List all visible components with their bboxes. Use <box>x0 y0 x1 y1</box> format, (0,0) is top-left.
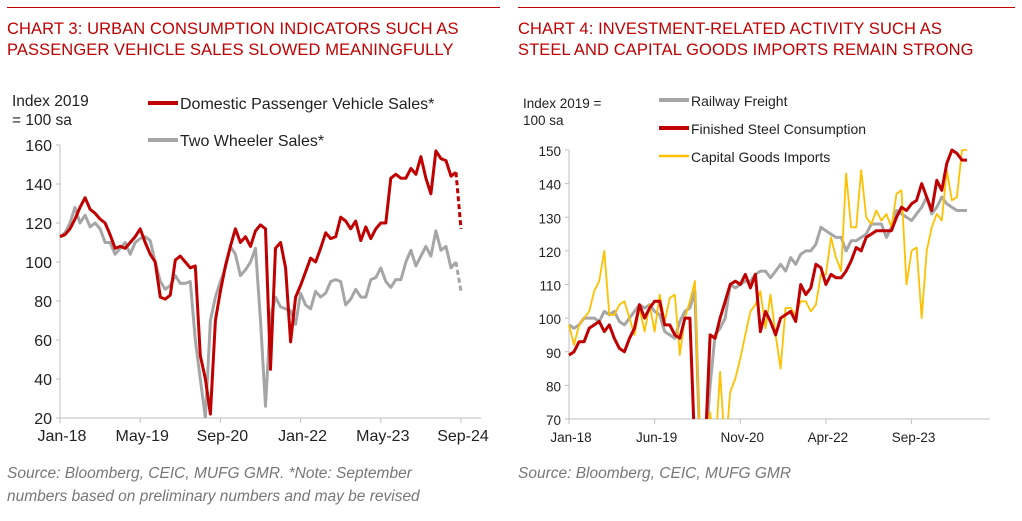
x-tick-label: Apr-22 <box>808 430 849 445</box>
y-tick-label: 20 <box>34 411 52 428</box>
y-tick-label: 130 <box>538 211 561 226</box>
series-line-railway-freight <box>568 195 967 419</box>
chart-3-source: Source: Bloomberg, CEIC, MUFG GMR. *Note… <box>7 462 420 508</box>
chart-4-title-line-1: CHART 4: INVESTMENT-RELATED ACTIVITY SUC… <box>518 20 943 38</box>
x-tick-label: May-23 <box>356 428 409 445</box>
x-tick-label: Sep-20 <box>197 428 249 445</box>
y-tick-label: 90 <box>546 346 561 361</box>
legend-label: Capital Goods Imports <box>691 149 830 165</box>
chart-3-source-line-2: numbers based on preliminary numbers and… <box>7 488 420 505</box>
y-tick-label: 140 <box>25 177 52 194</box>
y-axis-title: Index 2019 <box>12 93 89 110</box>
y-tick-label: 70 <box>546 413 561 428</box>
y-tick-label: 80 <box>34 294 52 311</box>
chart-3-panel: CHART 3: URBAN CONSUMPTION INDICATORS SU… <box>7 0 500 521</box>
y-tick-label: 120 <box>538 245 561 260</box>
chart-4-panel: CHART 4: INVESTMENT-RELATED ACTIVITY SUC… <box>518 0 1015 521</box>
title-rule <box>7 7 500 8</box>
y-tick-label: 120 <box>25 216 52 233</box>
series-line-two-wheeler-sales- <box>59 205 458 418</box>
x-tick-label: Nov-20 <box>721 430 765 445</box>
y-tick-label: 40 <box>34 372 52 389</box>
title-rule <box>518 7 1015 8</box>
x-tick-label: Sep-23 <box>892 430 936 445</box>
series-line-finished-steel-consumption <box>568 148 967 419</box>
chart-3-title-line-2: PASSENGER VEHICLE SALES SLOWED MEANINGFU… <box>7 41 454 59</box>
x-tick-label: Sep-24 <box>437 428 489 445</box>
series-estimate-segment <box>454 172 463 229</box>
legend-label: Domestic Passenger Vehicle Sales* <box>180 96 434 113</box>
y-axis-title: 100 sa <box>523 113 564 128</box>
chart-4-source: Source: Bloomberg, CEIC, MUFG GMR <box>518 462 791 485</box>
chart-4-source-line-1: Source: Bloomberg, CEIC, MUFG GMR <box>518 465 792 482</box>
x-tick-label: May-19 <box>116 428 169 445</box>
series-line-domestic-passenger-vehicle-sales- <box>59 149 457 416</box>
y-tick-label: 100 <box>25 255 52 272</box>
series-line-capital-goods-imports <box>568 149 967 419</box>
chart-3-title: CHART 3: URBAN CONSUMPTION INDICATORS SU… <box>7 19 459 61</box>
y-axis-title: Index 2019 = <box>523 96 602 111</box>
legend-label: Railway Freight <box>691 93 788 109</box>
legend-label: Finished Steel Consumption <box>691 121 866 137</box>
y-tick-label: 60 <box>34 333 52 350</box>
y-tick-label: 150 <box>538 144 561 159</box>
legend-label: Two Wheeler Sales* <box>180 133 324 150</box>
x-tick-label: Jan-22 <box>278 428 327 445</box>
series-estimate-segment <box>454 261 463 292</box>
x-tick-label: Jan-18 <box>550 430 591 445</box>
x-tick-label: Jan-18 <box>38 428 87 445</box>
x-tick-label: Jun-19 <box>636 430 677 445</box>
chart-3-source-line-1: Source: Bloomberg, CEIC, MUFG GMR. *Note… <box>7 465 412 482</box>
y-tick-label: 160 <box>25 138 52 155</box>
y-tick-label: 100 <box>538 312 561 327</box>
y-tick-label: 140 <box>538 178 561 193</box>
y-tick-label: 110 <box>539 279 561 294</box>
chart-3-title-line-1: CHART 3: URBAN CONSUMPTION INDICATORS SU… <box>7 20 459 38</box>
chart-4-title-line-2: STEEL AND CAPITAL GOODS IMPORTS REMAIN S… <box>518 41 974 59</box>
y-tick-label: 80 <box>546 379 561 394</box>
y-axis-title: = 100 sa <box>12 112 72 129</box>
chart-4-title: CHART 4: INVESTMENT-RELATED ACTIVITY SUC… <box>518 19 974 61</box>
